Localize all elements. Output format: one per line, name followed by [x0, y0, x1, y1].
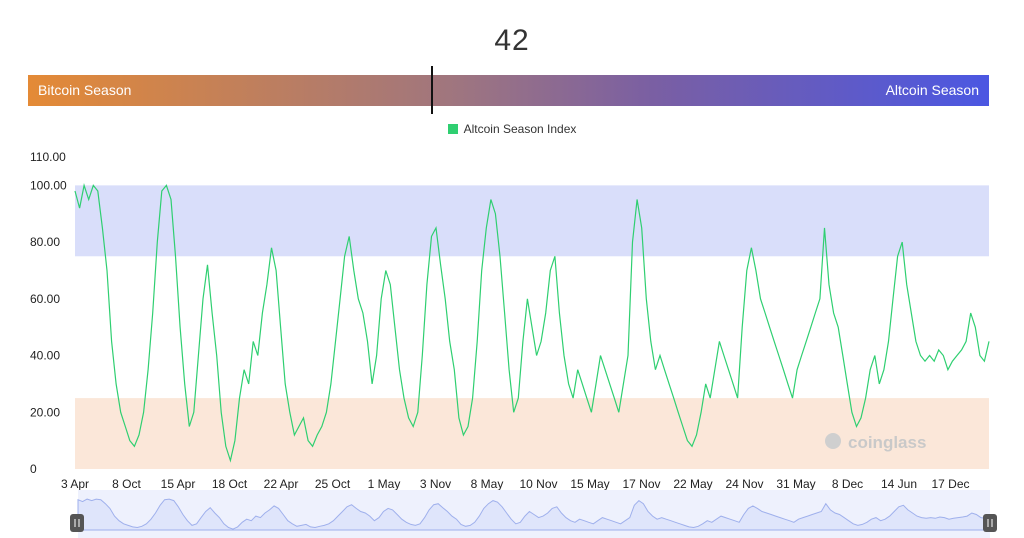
y-tick-label: 80.00: [30, 235, 60, 249]
watermark-text: coinglass: [848, 433, 926, 452]
index-value: 42: [494, 24, 530, 57]
x-tick-label: 25 Oct: [315, 477, 351, 491]
altcoin-season-label: Altcoin Season: [885, 82, 979, 98]
series-line-altcoin-season-index: [74, 183, 990, 463]
legend-label: Altcoin Season Index: [463, 122, 577, 136]
x-tick-label: 22 May: [673, 477, 712, 491]
x-tick-label: 8 Oct: [112, 477, 141, 491]
navigator[interactable]: [70, 490, 997, 538]
navigator-series: [77, 498, 991, 531]
x-tick-label: 17 Dec: [931, 477, 969, 491]
y-tick-label: 110.00: [30, 150, 66, 164]
x-tick-label: 18 Oct: [212, 477, 248, 491]
x-tick-label: 22 Apr: [264, 477, 299, 491]
band-altcoin-zone: [75, 185, 989, 257]
x-tick-label: 14 Jun: [881, 477, 917, 491]
x-tick-label: 24 Nov: [725, 477, 763, 491]
y-tick-label: 60.00: [30, 292, 60, 306]
legend-swatch: [447, 124, 458, 134]
watermark: coinglass: [825, 433, 926, 452]
band-bitcoin-zone: [75, 398, 989, 469]
y-tick-label: 40.00: [30, 349, 60, 363]
x-tick-label: 8 May: [471, 477, 504, 491]
x-tick-label: 15 Apr: [161, 477, 196, 491]
chart-legend[interactable]: Altcoin Season Index: [0, 122, 1024, 136]
season-gradient-bar: Bitcoin Season Altcoin Season: [28, 75, 989, 106]
navigator-left-handle[interactable]: [70, 514, 84, 532]
x-tick-label: 3 Nov: [420, 477, 451, 491]
bitcoin-season-label: Bitcoin Season: [38, 82, 132, 98]
y-tick-label: 0: [30, 462, 37, 476]
x-tick-label: 31 May: [776, 477, 815, 491]
x-tick-label: 8 Dec: [832, 477, 863, 491]
y-tick-label: 20.00: [30, 405, 60, 419]
x-tick-label: 3 Apr: [61, 477, 89, 491]
navigator-right-handle[interactable]: [983, 514, 997, 532]
coinglass-logo-icon: [825, 433, 841, 449]
x-tick-label: 17 Nov: [622, 477, 660, 491]
x-tick-label: 1 May: [368, 477, 401, 491]
index-marker: [430, 66, 433, 114]
x-tick-label: 15 May: [570, 477, 609, 491]
x-tick-label: 10 Nov: [519, 477, 557, 491]
y-tick-label: 100.00: [30, 178, 67, 192]
